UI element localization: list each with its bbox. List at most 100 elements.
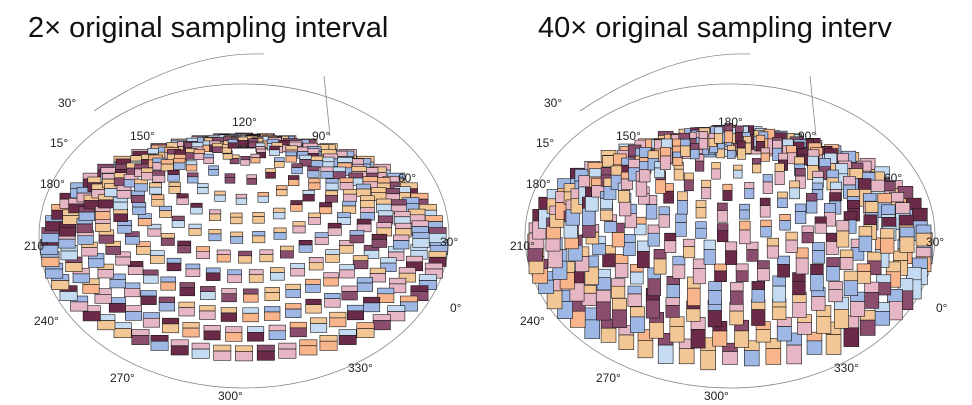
bar-top — [310, 317, 328, 324]
bar-top — [708, 281, 722, 291]
bar-top — [857, 178, 872, 190]
bar-side — [269, 149, 280, 156]
bar-top — [695, 200, 707, 208]
bar-side — [711, 168, 721, 180]
bar-top — [717, 223, 729, 232]
bar-side — [617, 190, 630, 203]
bar-top — [428, 227, 447, 234]
bar-side — [307, 170, 320, 178]
bar-side — [60, 250, 78, 261]
bar-side — [320, 171, 334, 179]
bar-side — [264, 292, 280, 302]
bar-side — [690, 329, 706, 349]
bar-top — [248, 138, 259, 143]
bar-side — [82, 284, 100, 294]
bar-side — [356, 328, 375, 338]
bar-top — [889, 192, 905, 203]
bar-side — [372, 320, 391, 331]
bar-side — [637, 251, 650, 268]
bar-top — [877, 193, 892, 204]
bar-top — [664, 232, 677, 242]
histogram-blocks — [40, 132, 448, 362]
bar-side — [131, 335, 150, 345]
bar-side — [185, 268, 201, 277]
bar-side — [647, 278, 661, 297]
bar-side — [109, 279, 126, 289]
bar-side — [655, 179, 666, 194]
bar-side — [268, 330, 286, 340]
bar-side — [700, 349, 716, 371]
bar-side — [147, 228, 162, 237]
bar-top — [863, 214, 877, 225]
bar-side — [779, 220, 791, 231]
bar-side — [193, 153, 205, 160]
bar-top — [846, 189, 860, 197]
bar-top — [756, 260, 770, 269]
bar-top — [142, 312, 160, 319]
bar-side — [673, 168, 684, 181]
bar-side — [82, 311, 101, 322]
bar-side — [329, 317, 347, 328]
bar-top — [777, 255, 790, 265]
bar-top — [162, 317, 180, 325]
bar-side — [777, 197, 788, 209]
bar-side — [663, 190, 674, 204]
bar-top — [212, 142, 223, 148]
bar-side — [859, 319, 876, 336]
bar-side — [660, 155, 671, 170]
bar-side — [40, 245, 59, 255]
bar-side — [279, 250, 294, 259]
bar-top — [252, 212, 265, 217]
bar-top — [895, 202, 911, 214]
bar-side — [669, 326, 685, 343]
bar-top — [766, 237, 779, 247]
bar-side — [664, 240, 677, 253]
bar-top — [278, 342, 297, 350]
bar-side — [645, 299, 660, 319]
polar-tick-label: 90° — [798, 129, 816, 143]
bar-top — [622, 234, 636, 243]
bar-top — [140, 290, 157, 297]
bar-side — [729, 310, 744, 326]
bar-top — [628, 159, 641, 169]
polar-tick-label: 15° — [50, 136, 68, 150]
bar-top — [131, 190, 145, 196]
bar-side — [547, 249, 563, 269]
bar-side — [243, 293, 259, 303]
bar-side — [203, 157, 215, 165]
bar-side — [248, 274, 264, 283]
bar-side — [342, 205, 357, 214]
bar-side — [72, 273, 90, 284]
bar-top — [858, 226, 873, 237]
bar-top — [881, 204, 896, 215]
bar-side — [657, 344, 674, 364]
bar-side — [319, 340, 338, 351]
bar-side — [634, 223, 647, 236]
bar-top — [369, 267, 387, 274]
bar-side — [170, 345, 189, 356]
bar-top — [209, 209, 222, 215]
bar-top — [225, 326, 243, 333]
bar-side — [751, 309, 766, 326]
polar-tick-label: 210° — [510, 239, 535, 253]
bar-top — [864, 281, 880, 293]
bar-top — [289, 321, 307, 329]
polar-tick-label: 330° — [834, 361, 859, 375]
bar-top — [405, 255, 423, 263]
bar-top — [826, 169, 839, 179]
bar-side — [794, 211, 807, 224]
bar-side — [235, 351, 253, 362]
bar-side — [76, 223, 93, 233]
bar-side — [160, 237, 175, 246]
bar-top — [299, 154, 312, 160]
bar-side — [59, 227, 77, 237]
bar-side — [132, 206, 147, 215]
bar-top — [287, 175, 300, 180]
bar-side — [256, 350, 275, 361]
bar-top — [173, 158, 186, 164]
bar-top — [399, 295, 418, 303]
bar-side — [310, 323, 328, 333]
polar-histogram-3d: 30° 15° 180° 150° 180° 90° 60° 30° 0° 210° 240° 270… — [510, 53, 948, 403]
bar-top — [279, 245, 294, 252]
bar-top — [230, 212, 243, 218]
